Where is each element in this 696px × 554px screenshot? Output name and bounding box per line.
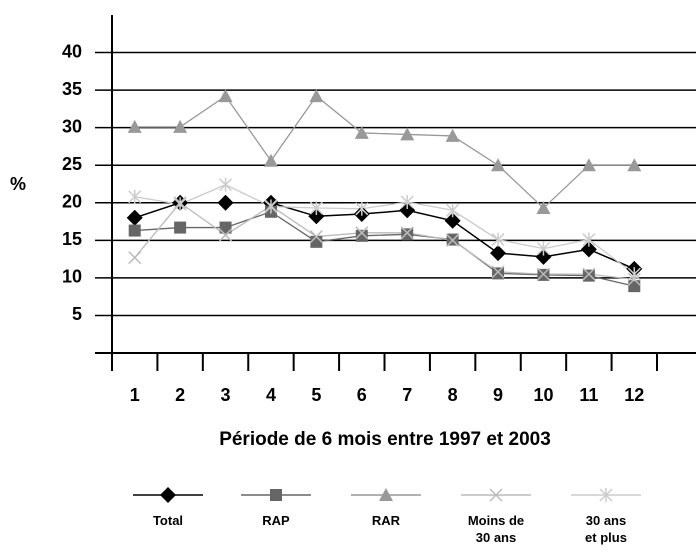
marker	[400, 226, 414, 240]
y-tick-label: 15	[62, 229, 82, 249]
x-axis-label: Période de 6 mois entre 1997 et 2003	[219, 429, 551, 450]
marker	[218, 89, 233, 103]
x-tick-label: 8	[448, 385, 458, 405]
marker	[627, 267, 641, 282]
marker	[491, 158, 506, 172]
marker	[355, 229, 368, 242]
x-tick-label: 1	[130, 385, 140, 405]
series-line	[134, 184, 635, 275]
marker	[491, 265, 505, 279]
marker	[219, 228, 233, 242]
marker	[309, 201, 323, 216]
marker	[490, 245, 507, 262]
marker	[379, 488, 393, 501]
marker	[446, 233, 460, 247]
marker	[444, 212, 461, 229]
marker	[582, 267, 596, 281]
y-tick-label: 40	[62, 41, 82, 61]
series-line	[134, 201, 635, 281]
marker	[536, 201, 551, 215]
marker	[536, 241, 550, 256]
y-tick-label: 25	[62, 154, 82, 174]
marker	[128, 189, 142, 204]
marker	[535, 248, 552, 265]
marker	[219, 221, 232, 234]
y-tick-label: 30	[62, 116, 82, 136]
x-tick-label: 11	[579, 385, 598, 405]
legend-label: RAR	[371, 513, 401, 528]
marker	[401, 228, 414, 241]
marker	[127, 119, 142, 133]
marker	[263, 153, 278, 167]
marker	[446, 203, 460, 218]
marker	[128, 224, 141, 237]
marker	[355, 226, 369, 240]
marker	[126, 209, 143, 226]
marker	[582, 269, 595, 282]
x-tick-label: 7	[402, 385, 412, 405]
marker	[217, 194, 234, 211]
marker	[270, 489, 282, 501]
series-line	[134, 95, 635, 209]
marker	[355, 201, 369, 216]
marker	[400, 127, 415, 141]
y-tick-label: 20	[62, 192, 82, 212]
marker	[309, 89, 324, 103]
series-line	[134, 211, 635, 287]
marker	[627, 158, 642, 172]
marker	[580, 241, 597, 258]
x-tick-label: 9	[493, 385, 503, 405]
x-tick-label: 10	[533, 385, 553, 405]
y-tick-label: 10	[62, 267, 82, 287]
marker	[160, 487, 176, 503]
y-tick-label: 35	[62, 79, 82, 99]
marker	[264, 199, 278, 214]
marker	[489, 488, 503, 502]
x-tick-label: 12	[624, 385, 644, 405]
marker	[219, 177, 233, 192]
marker	[581, 158, 596, 172]
marker	[173, 119, 188, 133]
marker	[536, 267, 550, 281]
legend-label: RAP	[262, 513, 290, 528]
marker	[582, 232, 596, 247]
legend-label: Total	[152, 513, 184, 528]
marker	[128, 251, 142, 265]
x-tick-label: 6	[357, 385, 367, 405]
x-tick-label: 4	[266, 385, 276, 405]
series-line	[134, 202, 635, 270]
legend-label: 30 ans et plus	[585, 513, 627, 545]
x-tick-label: 5	[311, 385, 321, 405]
marker	[309, 230, 323, 244]
marker	[492, 267, 505, 280]
marker	[354, 125, 369, 139]
marker	[599, 488, 613, 502]
x-tick-label: 2	[175, 385, 185, 405]
legend-label: Moins de 30 ans	[467, 513, 525, 545]
marker	[400, 195, 414, 210]
marker	[173, 197, 187, 212]
y-axis-label: %	[10, 174, 26, 194]
marker	[491, 232, 505, 247]
marker	[628, 280, 641, 293]
marker	[174, 221, 187, 234]
y-tick-label: 5	[72, 304, 82, 324]
marker	[445, 128, 460, 142]
x-tick-label: 3	[221, 385, 231, 405]
